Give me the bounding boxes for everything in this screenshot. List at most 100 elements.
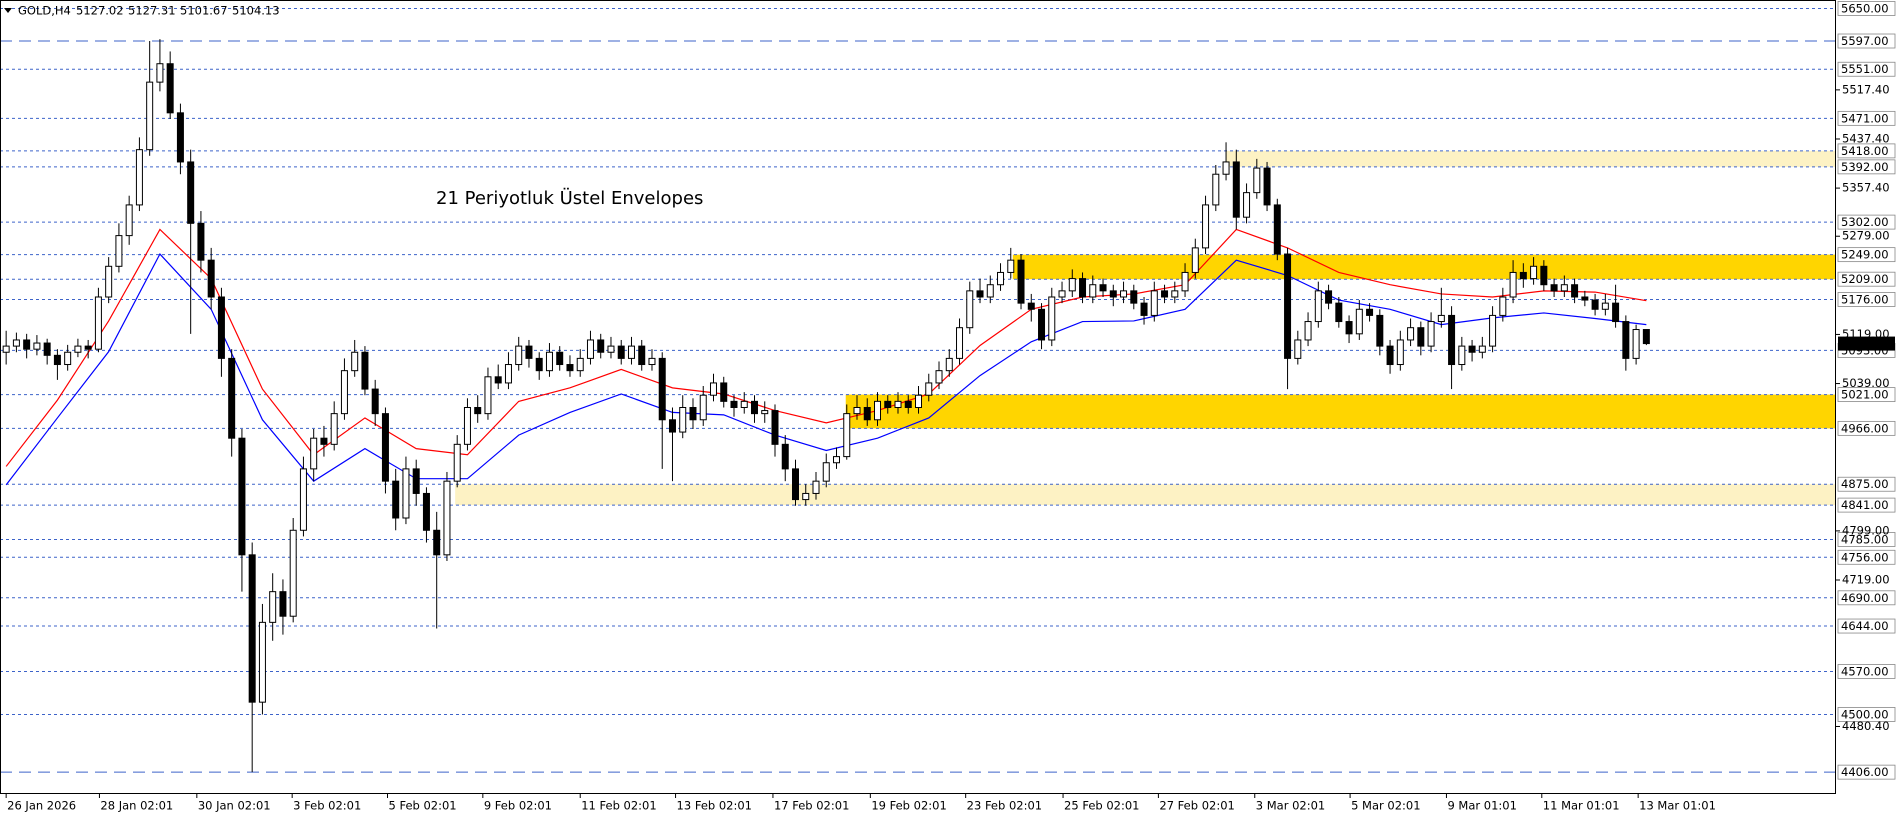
candle-body <box>1253 167 1261 194</box>
candle-body <box>1273 204 1281 255</box>
candle-body <box>884 400 892 408</box>
candle-body <box>43 342 51 356</box>
candle-body <box>771 410 779 445</box>
candle-body <box>1089 284 1097 298</box>
x-tick-label: 5 Feb 02:01 <box>388 799 456 813</box>
candle-body <box>484 376 492 415</box>
candle-body <box>1417 327 1425 347</box>
candle-body <box>1284 253 1292 359</box>
candle-body <box>874 400 882 421</box>
header-value: 5101.67 <box>180 4 228 18</box>
candle-body <box>935 370 943 384</box>
candle-body <box>781 443 789 470</box>
candle-body <box>545 351 553 372</box>
zone <box>845 394 1836 429</box>
candle-body <box>1150 290 1158 316</box>
candle-body <box>525 345 533 359</box>
x-tick-label: 13 Feb 02:01 <box>677 799 752 813</box>
candle-body <box>976 290 984 298</box>
candle-body <box>1140 302 1148 316</box>
candle-body <box>1099 284 1107 292</box>
y-tick-label: 5279.00 <box>1842 229 1890 243</box>
candle-body <box>997 271 1005 286</box>
candle-body <box>1325 290 1333 304</box>
last-price-label: 5104.13 <box>1841 337 1889 351</box>
candle-body <box>1519 271 1527 280</box>
candle-body <box>371 388 379 415</box>
candle-body <box>1222 161 1230 175</box>
candle-body <box>1489 314 1497 347</box>
candle-body <box>894 400 902 408</box>
levels <box>0 7 1836 773</box>
candle-body <box>668 419 676 433</box>
candle-body <box>1263 167 1271 206</box>
candle-body <box>1068 278 1076 292</box>
level-label: 4875.00 <box>1841 477 1889 491</box>
x-tick-label: 9 Mar 01:01 <box>1447 799 1516 813</box>
level-label-box <box>1837 549 1896 565</box>
level-label: 4690.00 <box>1841 591 1889 605</box>
level-label: 5650.00 <box>1841 1 1889 15</box>
candle-body <box>1509 271 1517 298</box>
envelopes <box>5 228 1647 486</box>
candle-body <box>1437 314 1445 323</box>
level-label: 5209.00 <box>1841 272 1889 286</box>
candle-body <box>1571 284 1579 298</box>
y-tick-label: 4480.40 <box>1842 719 1890 733</box>
candle-body <box>217 296 225 359</box>
candle-body <box>1212 173 1220 206</box>
candle-body <box>187 161 195 224</box>
candle-body <box>802 492 810 501</box>
candle-body <box>33 342 41 350</box>
x-tick-label: 11 Feb 02:01 <box>581 799 656 813</box>
header-value: 5104.13 <box>232 4 280 18</box>
candle-body <box>1345 321 1353 335</box>
header-value: 5127.02 <box>76 4 124 18</box>
candle-body <box>853 406 861 415</box>
level-label: 5471.00 <box>1841 111 1889 125</box>
candle-body <box>1232 161 1240 218</box>
candle-body <box>238 437 246 556</box>
candle-body <box>1550 284 1558 292</box>
candle-body <box>915 394 923 408</box>
level-label-box <box>1837 143 1896 159</box>
candle-body <box>94 296 102 350</box>
envelope-upper <box>5 228 1647 467</box>
candle-body <box>1386 345 1394 366</box>
candle-body <box>1530 265 1538 280</box>
candle-body <box>1478 345 1486 353</box>
y-tick-label: 4719.00 <box>1842 572 1890 586</box>
candle-body <box>638 345 646 366</box>
level-label-box <box>1837 271 1896 287</box>
candle-body <box>146 81 154 151</box>
candle-body <box>422 492 430 531</box>
candle-body <box>1591 299 1599 310</box>
plot-frame <box>0 0 1836 794</box>
candle-body <box>74 345 82 353</box>
candle-body <box>351 351 359 372</box>
candle-body <box>1038 308 1046 341</box>
candle-body <box>535 357 543 372</box>
candle-body <box>1427 321 1435 347</box>
level-label-box <box>1837 707 1896 722</box>
zones <box>455 150 1837 506</box>
level-label-box <box>1837 247 1896 263</box>
candle-body <box>53 354 61 366</box>
level-label: 4841.00 <box>1841 498 1889 512</box>
candle-body <box>556 351 564 366</box>
level-label: 5302.00 <box>1841 215 1889 229</box>
level-label-box <box>1837 618 1896 634</box>
symbol-title: GOLD,H4 <box>18 4 71 18</box>
x-tick-label: 27 Feb 02:01 <box>1159 799 1234 813</box>
level-label: 4785.00 <box>1841 532 1889 546</box>
candle-body <box>740 400 748 408</box>
candle-body <box>812 480 820 494</box>
candle-body <box>105 265 113 298</box>
x-tick-label: 3 Mar 02:01 <box>1256 799 1325 813</box>
level-label-box <box>1837 159 1896 175</box>
candle-body <box>515 345 523 366</box>
candle-body <box>2 345 10 353</box>
candle-body <box>228 357 236 439</box>
candle-body <box>392 480 400 519</box>
candle-body <box>299 468 307 531</box>
